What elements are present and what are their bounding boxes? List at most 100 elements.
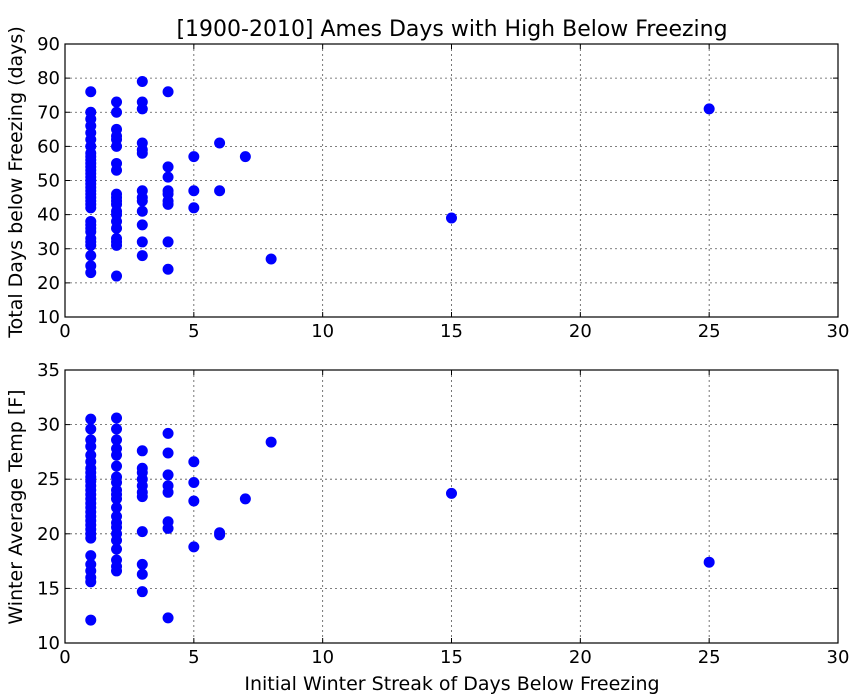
y-tick-label: 10 [37,307,60,328]
data-point [162,161,174,173]
data-point [85,614,97,626]
data-point [162,86,174,98]
data-point [162,236,174,248]
x-tick-label: 30 [827,321,850,342]
data-point [85,239,97,251]
y-tick-label: 60 [37,136,60,157]
data-point [111,270,123,282]
y-tick-label: 50 [37,171,60,192]
data-point [136,491,148,503]
top-y-axis-label: Total Days below Freezing (days) [5,26,27,339]
data-point [136,526,148,538]
y-tick-label: 70 [37,102,60,123]
data-point [111,239,123,251]
x-tick-label: 0 [59,647,70,668]
data-point [136,236,148,248]
data-point [136,250,148,262]
y-tick-label: 80 [37,68,60,89]
data-point [136,103,148,115]
data-point [162,427,174,439]
y-tick-label: 20 [37,273,60,294]
bottom-y-axis-label: Winter Average Temp [F] [5,389,27,624]
data-point [111,106,123,118]
x-tick-label: 10 [311,647,334,668]
top-scatter-plot: 0 5 10 15 20 25 30 10 20 30 40 50 60 70 80 90 [37,34,849,342]
y-tick-label: 30 [37,239,60,260]
data-point [239,493,251,505]
data-point [162,486,174,498]
data-point [188,151,200,163]
data-point [111,449,123,461]
data-point [162,447,174,459]
x-tick-label: 5 [188,647,199,668]
data-point [85,532,97,544]
x-tick-label: 15 [440,321,463,342]
data-point [162,612,174,624]
y-tick-label: 25 [37,469,60,490]
x-tick-label: 25 [698,647,721,668]
data-point [111,460,123,472]
data-point [136,445,148,457]
x-tick-label: 0 [59,321,70,342]
data-point [136,219,148,231]
data-point [136,195,148,207]
data-point [265,253,277,265]
y-tick-label: 35 [37,360,60,381]
data-point [162,198,174,210]
data-point [214,185,226,197]
y-tick-label: 40 [37,205,60,226]
data-point [85,86,97,98]
data-point [85,250,97,262]
x-tick-label: 15 [440,647,463,668]
plot-frame [64,369,839,644]
data-point [85,413,97,425]
data-point [214,137,226,149]
data-point [111,222,123,234]
data-point [239,151,251,163]
data-point [136,558,148,570]
data-point [111,140,123,152]
y-tick-label: 10 [37,633,60,654]
x-tick-label: 30 [827,647,850,668]
data-point [214,529,226,541]
data-point [188,456,200,468]
data-point [703,556,715,568]
bottom-x-axis-label: Initial Winter Streak of Days Below Free… [244,673,659,695]
data-point [136,586,148,598]
data-point [85,576,97,588]
y-tick-label: 90 [37,34,60,55]
plot-frame [64,43,839,318]
data-point [162,171,174,183]
data-point [136,76,148,88]
data-point [446,212,457,224]
data-point [188,185,200,197]
data-point [188,541,200,553]
data-point [188,476,200,488]
x-tick-label: 20 [569,647,592,668]
data-point [188,495,200,507]
data-point [136,568,148,580]
data-point [111,423,123,435]
x-tick-label: 10 [311,321,334,342]
bottom-scatter-plot: 0 5 10 15 20 25 30 10 15 20 25 30 35 [37,360,849,668]
data-point [162,469,174,481]
data-point [265,436,277,448]
x-tick-label: 20 [569,321,592,342]
y-tick-label: 30 [37,415,60,436]
data-point [111,412,123,424]
data-point [85,423,97,435]
x-tick-label: 5 [188,321,199,342]
data-point [446,487,457,499]
data-point [162,263,174,275]
y-tick-label: 15 [37,578,60,599]
data-point [162,522,174,534]
y-tick-label: 20 [37,524,60,545]
data-point [188,202,200,214]
data-point [111,164,123,176]
data-point [136,205,148,217]
data-point [111,543,123,555]
data-point [703,103,715,115]
chart-title: [1900-2010] Ames Days with High Below Fr… [176,17,727,42]
data-point [111,565,123,577]
